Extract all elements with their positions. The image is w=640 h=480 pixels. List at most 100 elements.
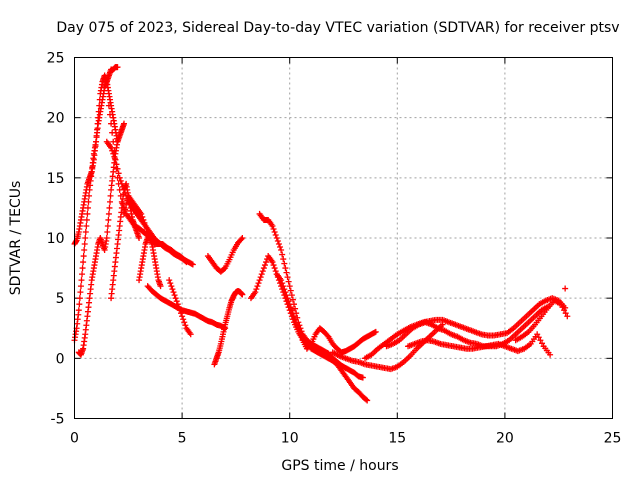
data-point xyxy=(115,170,122,177)
data-points xyxy=(71,64,571,404)
data-point xyxy=(84,210,91,217)
data-point xyxy=(293,319,300,326)
data-point xyxy=(364,397,371,404)
data-point xyxy=(95,114,102,121)
series-arc3 xyxy=(75,120,127,358)
data-point xyxy=(254,283,261,290)
data-point xyxy=(295,325,302,332)
data-point xyxy=(107,111,114,118)
data-point xyxy=(105,210,112,217)
data-point xyxy=(221,265,228,272)
series-arc10 xyxy=(166,277,194,338)
y-tick-labels: -5 0 5 10 15 20 25 xyxy=(47,51,65,428)
data-point xyxy=(289,296,296,303)
y-tick-label: 15 xyxy=(47,171,65,187)
data-point xyxy=(140,216,147,223)
data-point xyxy=(166,277,173,284)
series-arc21 xyxy=(562,285,569,292)
data-point xyxy=(281,260,288,267)
data-point xyxy=(95,108,102,115)
data-point xyxy=(253,286,260,293)
data-point xyxy=(141,219,148,226)
data-point xyxy=(106,204,113,211)
plot-frame xyxy=(74,57,613,419)
series-arc19 xyxy=(405,331,554,358)
data-point xyxy=(269,222,276,229)
data-point xyxy=(81,241,88,248)
data-point xyxy=(171,292,178,299)
data-point xyxy=(279,251,286,258)
data-point xyxy=(363,396,370,403)
chart-title: Day 075 of 2023, Sidereal Day-to-day VTE… xyxy=(56,20,619,36)
data-point xyxy=(283,269,290,276)
data-point xyxy=(82,228,89,235)
data-point xyxy=(83,216,90,223)
y-tick-label: 5 xyxy=(56,291,65,307)
data-point xyxy=(173,298,180,305)
data-point xyxy=(286,283,293,290)
data-point xyxy=(272,268,279,275)
data-point xyxy=(77,283,84,290)
data-point xyxy=(76,301,83,308)
data-point xyxy=(287,304,294,311)
data-point xyxy=(296,328,303,335)
data-point xyxy=(180,316,187,323)
data-point xyxy=(285,278,292,285)
data-point xyxy=(93,138,100,145)
series-arc20 xyxy=(512,297,571,344)
data-point xyxy=(288,307,295,314)
data-point xyxy=(238,236,245,243)
x-tick-labels: 0 5 10 15 20 25 xyxy=(70,431,621,447)
data-point xyxy=(108,120,115,127)
data-point xyxy=(189,261,196,268)
data-point xyxy=(270,262,277,269)
data-point xyxy=(167,280,174,287)
data-point xyxy=(113,165,120,172)
data-point xyxy=(284,295,291,302)
data-point xyxy=(561,307,568,314)
data-point xyxy=(172,295,179,302)
data-point xyxy=(261,262,268,269)
data-point xyxy=(82,235,89,241)
data-point xyxy=(120,210,127,217)
data-point xyxy=(534,331,541,338)
data-point xyxy=(559,304,566,311)
data-point xyxy=(81,247,88,254)
data-point xyxy=(562,285,569,292)
series-arc14 xyxy=(256,210,366,381)
data-point xyxy=(271,265,278,272)
x-tick-label: 20 xyxy=(496,431,514,447)
data-point xyxy=(136,235,143,241)
data-point xyxy=(282,289,289,296)
data-point xyxy=(239,291,246,298)
data-point xyxy=(94,120,101,127)
data-point xyxy=(269,259,276,266)
x-tick-label: 5 xyxy=(178,431,187,447)
data-point xyxy=(107,192,114,199)
data-point xyxy=(282,265,289,272)
data-point xyxy=(83,222,90,229)
data-point xyxy=(179,313,186,320)
series-arc15 xyxy=(273,271,379,356)
data-point xyxy=(111,147,118,154)
data-point xyxy=(281,286,288,293)
data-point xyxy=(114,174,121,181)
data-point xyxy=(535,334,542,341)
series-arc6 xyxy=(108,180,143,302)
data-point xyxy=(187,331,194,338)
data-point xyxy=(294,322,301,329)
data-point xyxy=(278,247,285,254)
data-point xyxy=(115,180,122,187)
data-point xyxy=(324,332,331,339)
data-point xyxy=(547,351,554,358)
series-arc4 xyxy=(103,138,162,248)
x-tick-label: 25 xyxy=(604,431,622,447)
data-point xyxy=(359,374,366,381)
y-tick-label: 25 xyxy=(47,51,65,67)
data-point xyxy=(114,64,121,71)
data-point xyxy=(564,313,571,320)
data-point xyxy=(272,231,279,238)
data-point xyxy=(80,259,87,266)
data-point xyxy=(104,228,111,235)
data-point xyxy=(252,289,259,296)
